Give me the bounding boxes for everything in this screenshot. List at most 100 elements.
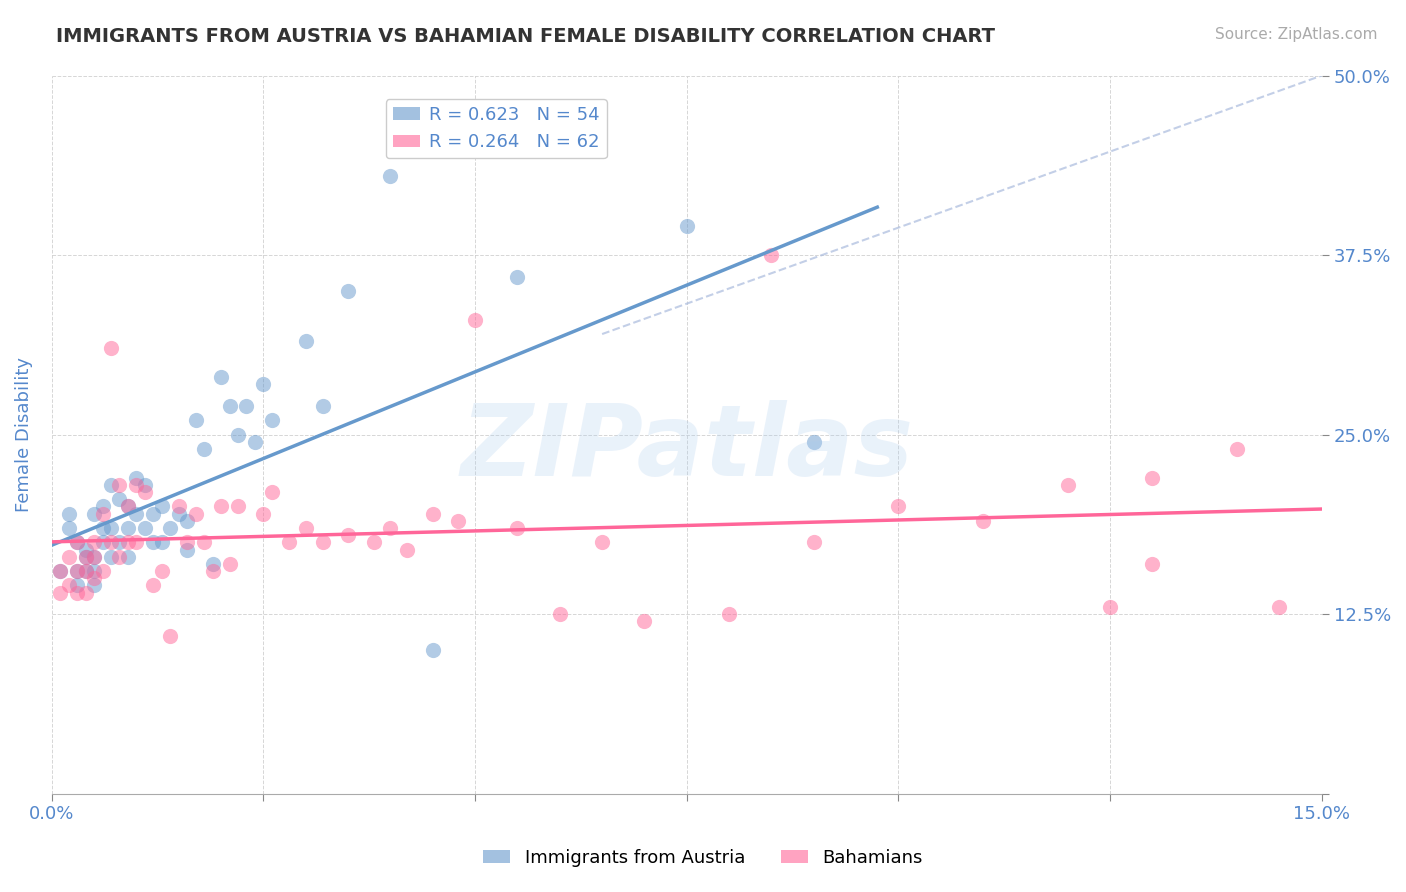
Point [209,370,232,384]
Point [176,542,198,557]
Point [422,507,444,521]
Text: IMMIGRANTS FROM AUSTRIA VS BAHAMIAN FEMALE DISABILITY CORRELATION CHART: IMMIGRANTS FROM AUSTRIA VS BAHAMIAN FEMA… [56,27,995,45]
Point [108,478,131,492]
Point [100,535,122,549]
Point [218,557,240,571]
Point [91,507,114,521]
Point [184,507,207,521]
Point [66,564,89,578]
Point [252,507,274,521]
Point [1142,557,1164,571]
Point [380,521,402,535]
Point [193,535,215,549]
Point [83,549,105,564]
Text: Source: ZipAtlas.com: Source: ZipAtlas.com [1215,27,1378,42]
Point [91,500,114,514]
Point [125,535,148,549]
Point [506,521,529,535]
Point [184,413,207,427]
Point [66,535,89,549]
Point [252,377,274,392]
Point [58,521,80,535]
Point [75,549,97,564]
Point [209,500,232,514]
Point [117,549,139,564]
Point [49,564,72,578]
Point [125,478,148,492]
Point [108,535,131,549]
Point [294,334,316,349]
Point [312,399,335,413]
Point [100,521,122,535]
Point [49,585,72,599]
Point [91,521,114,535]
Point [134,478,156,492]
Point [75,549,97,564]
Point [176,535,198,549]
Point [108,549,131,564]
Point [117,521,139,535]
Point [363,535,385,549]
Point [591,535,613,549]
Point [235,399,257,413]
Point [887,500,910,514]
Point [58,507,80,521]
Point [83,549,105,564]
Point [422,643,444,657]
Point [117,535,139,549]
Point [718,607,741,621]
Point [75,564,97,578]
Point [108,492,131,507]
Point [91,564,114,578]
Point [58,549,80,564]
Point [243,434,266,449]
Point [380,169,402,183]
Point [159,521,181,535]
Point [83,507,105,521]
Point [337,284,360,298]
Point [201,564,224,578]
Y-axis label: Female Disability: Female Disability [15,357,32,512]
Point [91,535,114,549]
Point [100,342,122,356]
Point [142,535,165,549]
Point [312,535,335,549]
Point [75,585,97,599]
Point [125,471,148,485]
Point [761,248,783,262]
Point [66,535,89,549]
Point [167,500,190,514]
Legend: R = 0.623   N = 54, R = 0.264   N = 62: R = 0.623 N = 54, R = 0.264 N = 62 [385,99,607,159]
Point [150,500,173,514]
Point [226,427,249,442]
Point [803,535,825,549]
Point [66,564,89,578]
Point [972,514,994,528]
Point [117,500,139,514]
Point [1268,599,1291,614]
Point [218,399,240,413]
Point [447,514,470,528]
Point [201,557,224,571]
Point [803,434,825,449]
Point [75,542,97,557]
Point [193,442,215,456]
Point [100,549,122,564]
Point [75,564,97,578]
Point [83,564,105,578]
Point [294,521,316,535]
Point [66,578,89,592]
Point [1099,599,1122,614]
Point [66,585,89,599]
Point [167,507,190,521]
Point [464,312,486,326]
Point [1142,471,1164,485]
Point [83,535,105,549]
Point [675,219,697,234]
Text: ZIPatlas: ZIPatlas [460,401,914,498]
Point [134,485,156,500]
Point [548,607,571,621]
Point [277,535,299,549]
Point [49,564,72,578]
Point [159,629,181,643]
